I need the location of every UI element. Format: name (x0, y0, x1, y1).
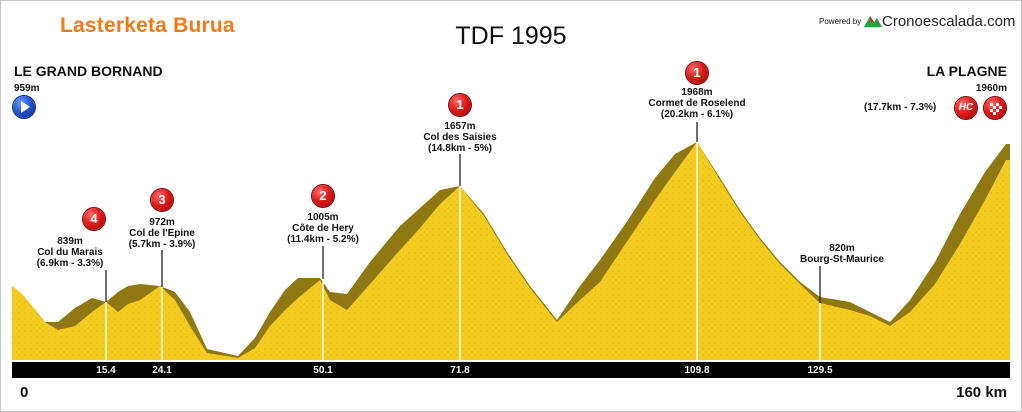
town-label-bourg: 820m Bourg-St-Maurice (800, 243, 884, 265)
climb-stats: (14.8km - 5%) (428, 143, 492, 154)
powered-by-label: Powered by (819, 17, 862, 26)
climb-name: Col du Marais (37, 247, 103, 258)
mountain-logo-icon (864, 16, 882, 27)
km-label: 24.1 (152, 365, 172, 376)
km-label: 129.5 (807, 365, 833, 376)
climb-stats: (11.4km - 5.2%) (287, 234, 359, 245)
finish-altitude: 1960m (975, 83, 1007, 94)
km-label: 15.4 (96, 365, 116, 376)
cat2-badge: 2 (312, 185, 334, 207)
climb-altitude: 1657m (444, 121, 476, 132)
start-altitude: 959m (14, 83, 40, 94)
finish-flag-icon (984, 97, 1006, 119)
climb-label-epine: 972m Col de l'Epine (5.7km - 3.9%) (129, 217, 196, 250)
climb-stats: (20.2km - 6.1%) (660, 109, 734, 120)
page-title: TDF 1995 (455, 22, 567, 50)
cat4-badge: 4 (83, 208, 105, 230)
cat1-badge: 1 (686, 62, 708, 84)
climb-altitude: 972m (149, 217, 175, 228)
climb-label-hery: 1005m Côte de Hery (11.4km - 5.2%) (287, 212, 359, 245)
cat3-badge: 3 (151, 189, 173, 211)
start-town-name: LE GRAND BORNAND (14, 63, 163, 79)
climb-altitude: 1968m (681, 87, 713, 98)
km-label: 71.8 (450, 365, 470, 376)
climb-label-marais: 839m Col du Marais (6.9km - 3.3%) (37, 236, 104, 269)
climb-name: Col de l'Epine (129, 228, 195, 239)
climb-name: Cormet de Roselend (648, 98, 746, 109)
distance-end: 160 km (956, 384, 1007, 401)
km-label: 109.8 (684, 365, 710, 376)
finish-climb-stats: (17.7km - 7.3%) (864, 102, 937, 113)
profile-fill (12, 142, 1010, 360)
climb-label-roselend: 1968m Cormet de Roselend (20.2km - 6.1%) (648, 87, 745, 120)
site-link[interactable]: Cronoescalada.com (882, 13, 1016, 30)
distance-bar (12, 362, 1010, 378)
climb-name: Côte de Hery (292, 223, 354, 234)
climb-stats: (5.7km - 3.9%) (128, 239, 196, 250)
hc-category-badge: HC (955, 97, 977, 119)
finish-town-name: LA PLAGNE (926, 63, 1007, 79)
climb-stats: (6.9km - 3.3%) (36, 258, 104, 269)
km-label: 50.1 (313, 365, 333, 376)
cat1-badge: 1 (449, 94, 471, 116)
climb-label-saisies: 1657m Col des Saisies (14.8km - 5%) (423, 121, 496, 154)
town-altitude: 820m (829, 243, 855, 254)
brand-logo-text: Lasterketa Burua (60, 14, 235, 37)
climb-altitude: 1005m (307, 212, 339, 223)
town-name: Bourg-St-Maurice (800, 254, 884, 265)
climb-name: Col des Saisies (423, 132, 497, 143)
distance-start: 0 (20, 384, 29, 401)
climb-altitude: 839m (57, 236, 83, 247)
start-play-icon (13, 96, 35, 118)
